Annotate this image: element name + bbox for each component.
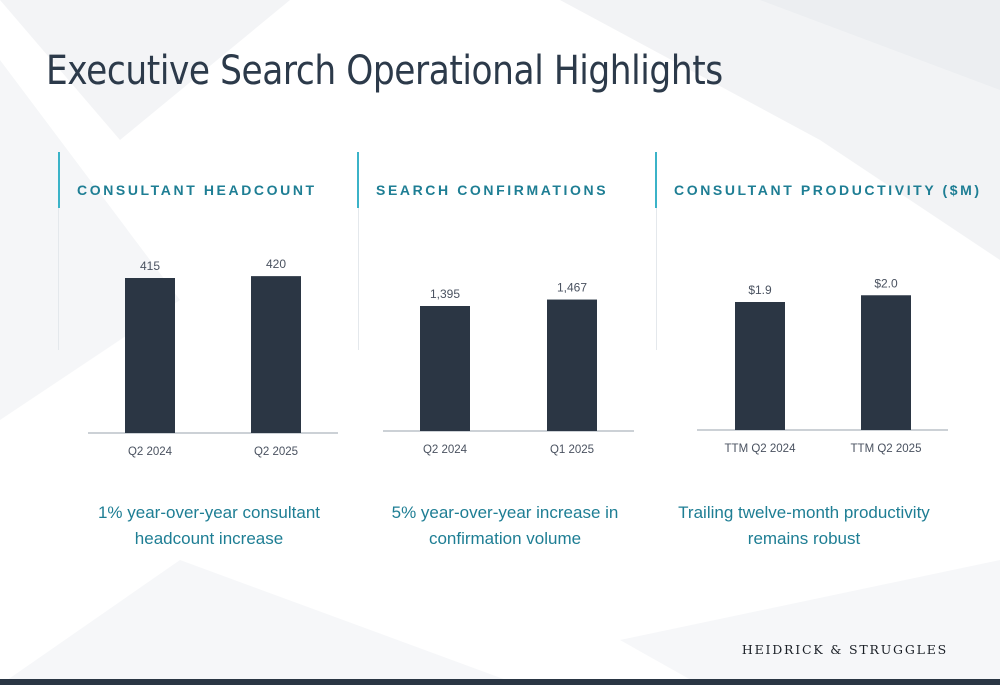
chart-3-tick-label-1: TTM Q2 2024 [725,443,797,455]
company-logo: HEIDRICK & STRUGGLES [742,642,948,657]
panel-3-accent-rule [655,152,657,208]
panel-2-divider [358,208,359,350]
chart-3-tick-label-2: TTM Q2 2025 [851,443,922,455]
panel-3-divider [656,208,657,350]
chart-1-bar-1 [125,278,175,433]
chart-2-bar-2 [547,299,597,431]
chart-1-title: CONSULTANT HEADCOUNT [77,182,317,198]
footer-bar [0,679,1000,685]
chart-2-tick-label-1: Q2 2024 [423,444,468,456]
chart-1-data-label-1: 415 [140,259,160,273]
chart-2-tick-label-2: Q1 2025 [550,444,594,456]
panel-1-accent-rule [58,152,60,208]
chart-1-data-label-2: 420 [266,257,286,271]
chart-3-data-label-2: $2.0 [874,276,898,290]
chart-2-data-label-1: 1,395 [430,287,460,301]
chart-1-bar-2 [251,276,301,433]
chart-3-data-label-1: $1.9 [748,283,772,297]
chart-3-bar-2 [861,295,911,430]
panel-1-divider [58,208,59,350]
chart-1-tick-label-2: Q2 2025 [254,446,298,458]
chart-2-data-label-2: 1,467 [557,281,587,295]
panel-2-accent-rule [357,152,359,208]
chart-1-caption: 1% year-over-year consultant headcount i… [97,503,321,548]
chart-3-title: CONSULTANT PRODUCTIVITY ($M) [674,182,982,198]
chart-2-title: SEARCH CONFIRMATIONS [376,182,609,198]
chart-3-caption: Trailing twelve-month productivity remai… [678,503,930,548]
chart-3-bar-1 [735,302,785,430]
logo-text: HEIDRICK & STRUGGLES [741,642,948,657]
chart-1-tick-label-1: Q2 2024 [128,446,173,458]
page-title: Executive Search Operational Highlights [46,48,723,94]
chart-2-bar-1 [420,306,470,431]
chart-2-caption: 5% year-over-year increase in confirmati… [391,503,619,548]
